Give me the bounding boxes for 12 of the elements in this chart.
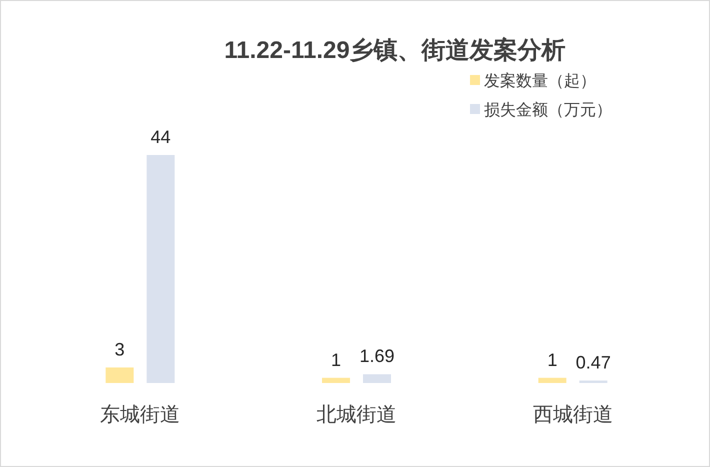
data-label: 0.47 [576,352,611,373]
data-label: 1 [331,350,341,370]
legend-label: 发案数量（起） [484,73,596,90]
legend-label: 损失金额（万元） [484,102,612,119]
x-tick-label: 北城街道 [316,404,396,426]
data-label: 1 [547,350,558,370]
x-tick-label: 东城街道 [100,404,180,426]
data-label: 1.69 [359,346,395,366]
data-label: 44 [150,127,171,147]
data-label: 3 [114,339,125,360]
chart-title: 11.22-11.29乡镇、街道发案分析 [224,37,566,64]
x-tick-label: 西城街道 [532,404,613,426]
